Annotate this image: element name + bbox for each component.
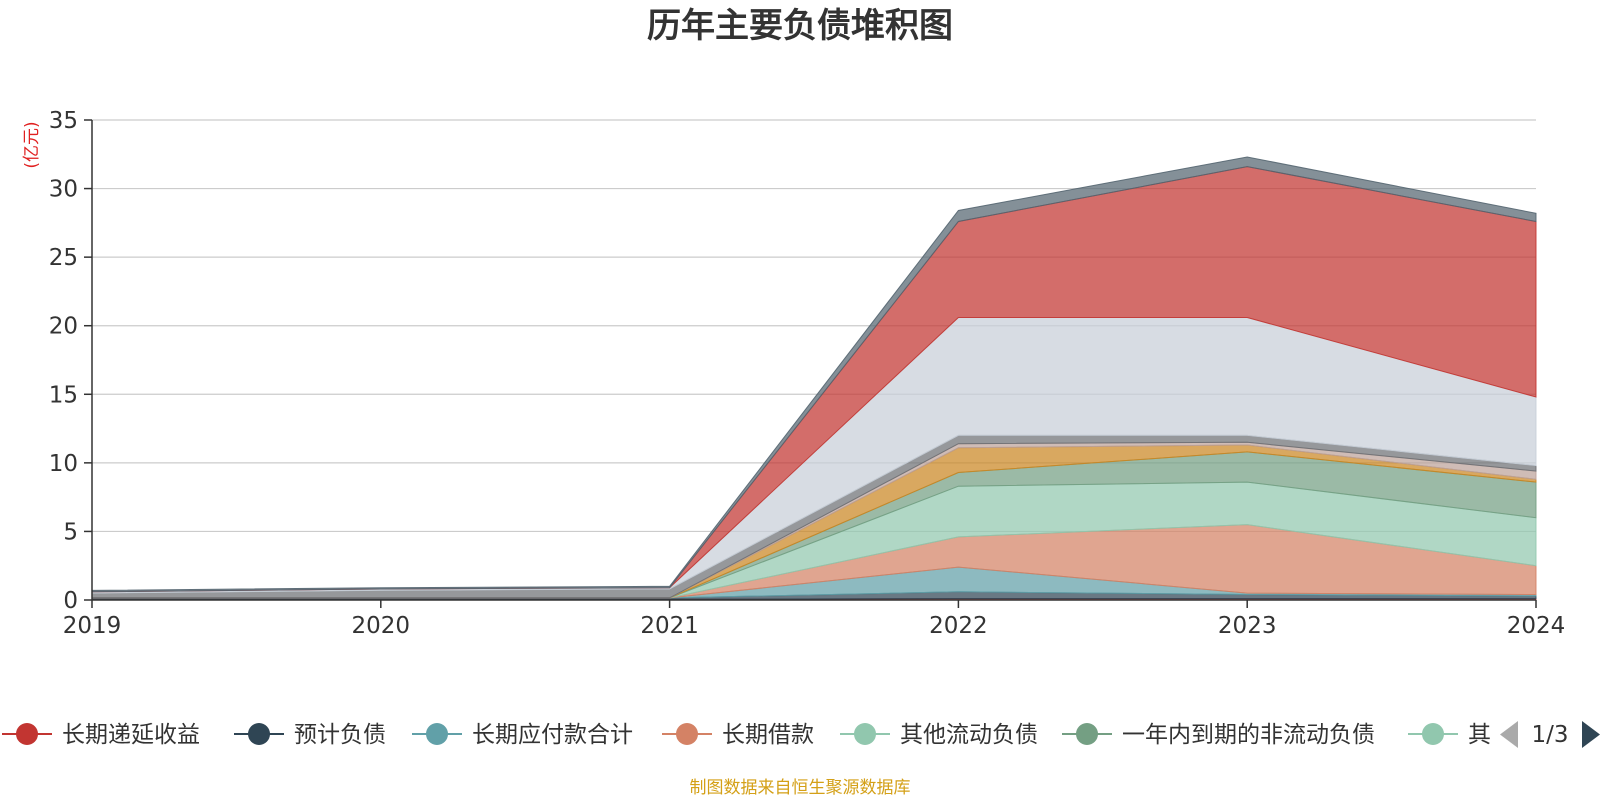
y-axis-unit-label: (亿元) [22,121,42,168]
y-tick-label: 25 [49,245,78,271]
y-tick-label: 0 [63,588,78,614]
x-tick-label: 2020 [352,613,411,639]
legend-marker [1076,723,1098,745]
legend-marker [426,723,448,745]
legend: 长期递延收益 预计负债 长期应付款合计 长期借款 其他流动负债 一年内到期的非流动负债 其 1… [2,721,1600,748]
x-tick-label: 2023 [1218,613,1277,639]
legend-marker [16,723,38,745]
legend-item[interactable]: 长期借款 [662,722,814,748]
legend-item[interactable]: 长期递延收益 [2,722,200,748]
y-tick-label: 15 [49,382,78,408]
legend-item[interactable]: 长期应付款合计 [412,722,633,748]
legend-label: 其 [1468,722,1491,748]
chart-title: 历年主要负债堆积图 [647,6,953,46]
legend-label: 长期应付款合计 [472,722,633,748]
legend-label: 预计负债 [294,722,386,748]
legend-label: 长期借款 [722,722,814,748]
y-tick-label: 5 [63,519,78,545]
y-tick-label: 30 [49,177,78,203]
legend-label: 其他流动负债 [900,722,1038,748]
x-tick-label: 2021 [640,613,699,639]
legend-marker [248,723,270,745]
legend-marker [1422,723,1444,745]
y-tick-label: 20 [49,314,78,340]
x-tick-label: 2022 [929,613,988,639]
legend-item[interactable]: 预计负债 [234,722,386,748]
legend-marker [676,723,698,745]
axes: 0 5 10 15 20 25 30 35 2019 2020 2021 2022 2023 2024 [49,108,1566,639]
legend-next-arrow-icon[interactable] [1582,721,1600,748]
legend-item[interactable]: 一年内到期的非流动负债 [1062,722,1375,748]
x-tick-label: 2019 [63,613,122,639]
source-note: 制图数据来自恒生聚源数据库 [689,778,911,798]
legend-prev-arrow-icon[interactable] [1500,721,1518,748]
legend-item[interactable]: 其 [1408,722,1491,748]
legend-marker [854,723,876,745]
y-tick-label: 10 [49,451,78,477]
y-tick-label: 35 [49,108,78,134]
x-tick-label: 2024 [1507,613,1566,639]
series-area-11 [91,156,1537,593]
legend-label: 一年内到期的非流动负债 [1122,722,1375,748]
legend-label: 长期递延收益 [62,722,200,748]
legend-item[interactable]: 其他流动负债 [840,722,1038,748]
series-areas [91,156,1537,601]
legend-page-indicator: 1/3 [1531,722,1568,748]
